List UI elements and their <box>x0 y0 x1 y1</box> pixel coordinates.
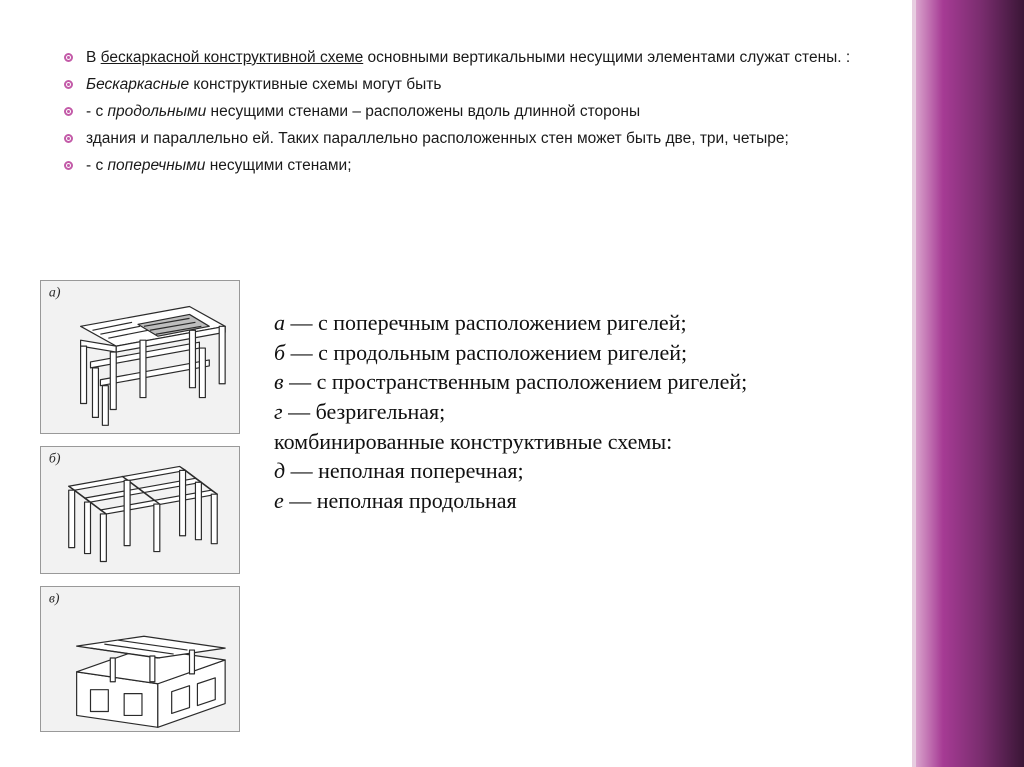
legend-text: неполная поперечная; <box>318 458 524 483</box>
slide: В бескаркасной конструктивной схеме осно… <box>0 0 1024 767</box>
svg-text:в): в) <box>49 591 60 607</box>
legend-row: д — неполная поперечная; <box>274 456 900 486</box>
figure-a: а) <box>40 280 240 434</box>
bullet-text-fragment: Бескаркасные <box>86 76 189 93</box>
lower-section: а) <box>40 280 900 732</box>
figure-v: в) <box>40 586 240 732</box>
legend-text: с пространственным расположением ригелей… <box>317 369 748 394</box>
bullet-item: здания и параллельно ей. Таких параллель… <box>40 129 880 150</box>
bullet-item: В бескаркасной конструктивной схеме осно… <box>40 48 880 69</box>
bullet-text-fragment: несущими стенами – расположены вдоль дли… <box>206 103 640 120</box>
bullet-list: В бескаркасной конструктивной схеме осно… <box>40 48 880 177</box>
legend-dash: — <box>288 399 316 424</box>
legend-text: неполная продольная <box>317 488 517 513</box>
legend-row: г — безригельная; <box>274 397 900 427</box>
bullet-text-fragment: продольными <box>108 103 207 120</box>
svg-text:а): а) <box>49 285 61 301</box>
legend-label: г <box>274 399 288 424</box>
bullet-item: Бескаркасные конструктивные схемы могут … <box>40 75 880 96</box>
legend-row: б — с продольным расположением риге­лей; <box>274 338 900 368</box>
legend-dash: — <box>291 310 319 335</box>
legend: а — с поперечным расположением ригелей;б… <box>274 280 900 732</box>
bullet-text-fragment: - с <box>86 103 108 120</box>
legend-text: с поперечным расположением ригелей; <box>318 310 687 335</box>
legend-text: с продольным расположением риге­лей; <box>318 340 687 365</box>
bullet-text-fragment: основными вертикальными несущими элемент… <box>363 49 850 66</box>
bullet-text-fragment: В <box>86 49 101 66</box>
content-area: В бескаркасной конструктивной схеме осно… <box>40 48 880 207</box>
legend-label: а <box>274 310 291 335</box>
legend-text: безригельная; <box>316 399 446 424</box>
legend-dash: — <box>289 488 317 513</box>
legend-label: е <box>274 488 289 513</box>
legend-dash: — <box>289 369 317 394</box>
bullet-text-fragment: здания и параллельно ей. Таких параллель… <box>86 130 789 147</box>
legend-label: в <box>274 369 289 394</box>
legend-label: д <box>274 458 291 483</box>
legend-dash: — <box>291 458 319 483</box>
legend-row: комбинированные конструктивные схемы: <box>274 427 900 457</box>
bullet-item: - с поперечными несущими стенами; <box>40 156 880 177</box>
legend-row: а — с поперечным расположением ригелей; <box>274 308 900 338</box>
svg-text:б): б) <box>49 450 61 466</box>
legend-row: в — с пространственным расположением риг… <box>274 367 900 397</box>
bullet-text-fragment: поперечными <box>108 157 206 174</box>
bullet-text-fragment: конструктивные схемы могут быть <box>189 76 441 93</box>
legend-row: е — неполная продольная <box>274 486 900 516</box>
legend-label: б <box>274 340 291 365</box>
bullet-item: - с продольными несущими стенами – распо… <box>40 102 880 123</box>
decorative-side-band <box>916 0 1024 767</box>
legend-text: комбинированные конструктивные схемы: <box>274 429 672 454</box>
figure-b: б) <box>40 446 240 574</box>
figure-column: а) <box>40 280 240 732</box>
bullet-text-fragment: несущими стенами; <box>205 157 351 174</box>
legend-dash: — <box>291 340 319 365</box>
bullet-text-fragment: бескаркасной конструктивной схеме <box>101 49 364 66</box>
bullet-text-fragment: - с <box>86 157 108 174</box>
